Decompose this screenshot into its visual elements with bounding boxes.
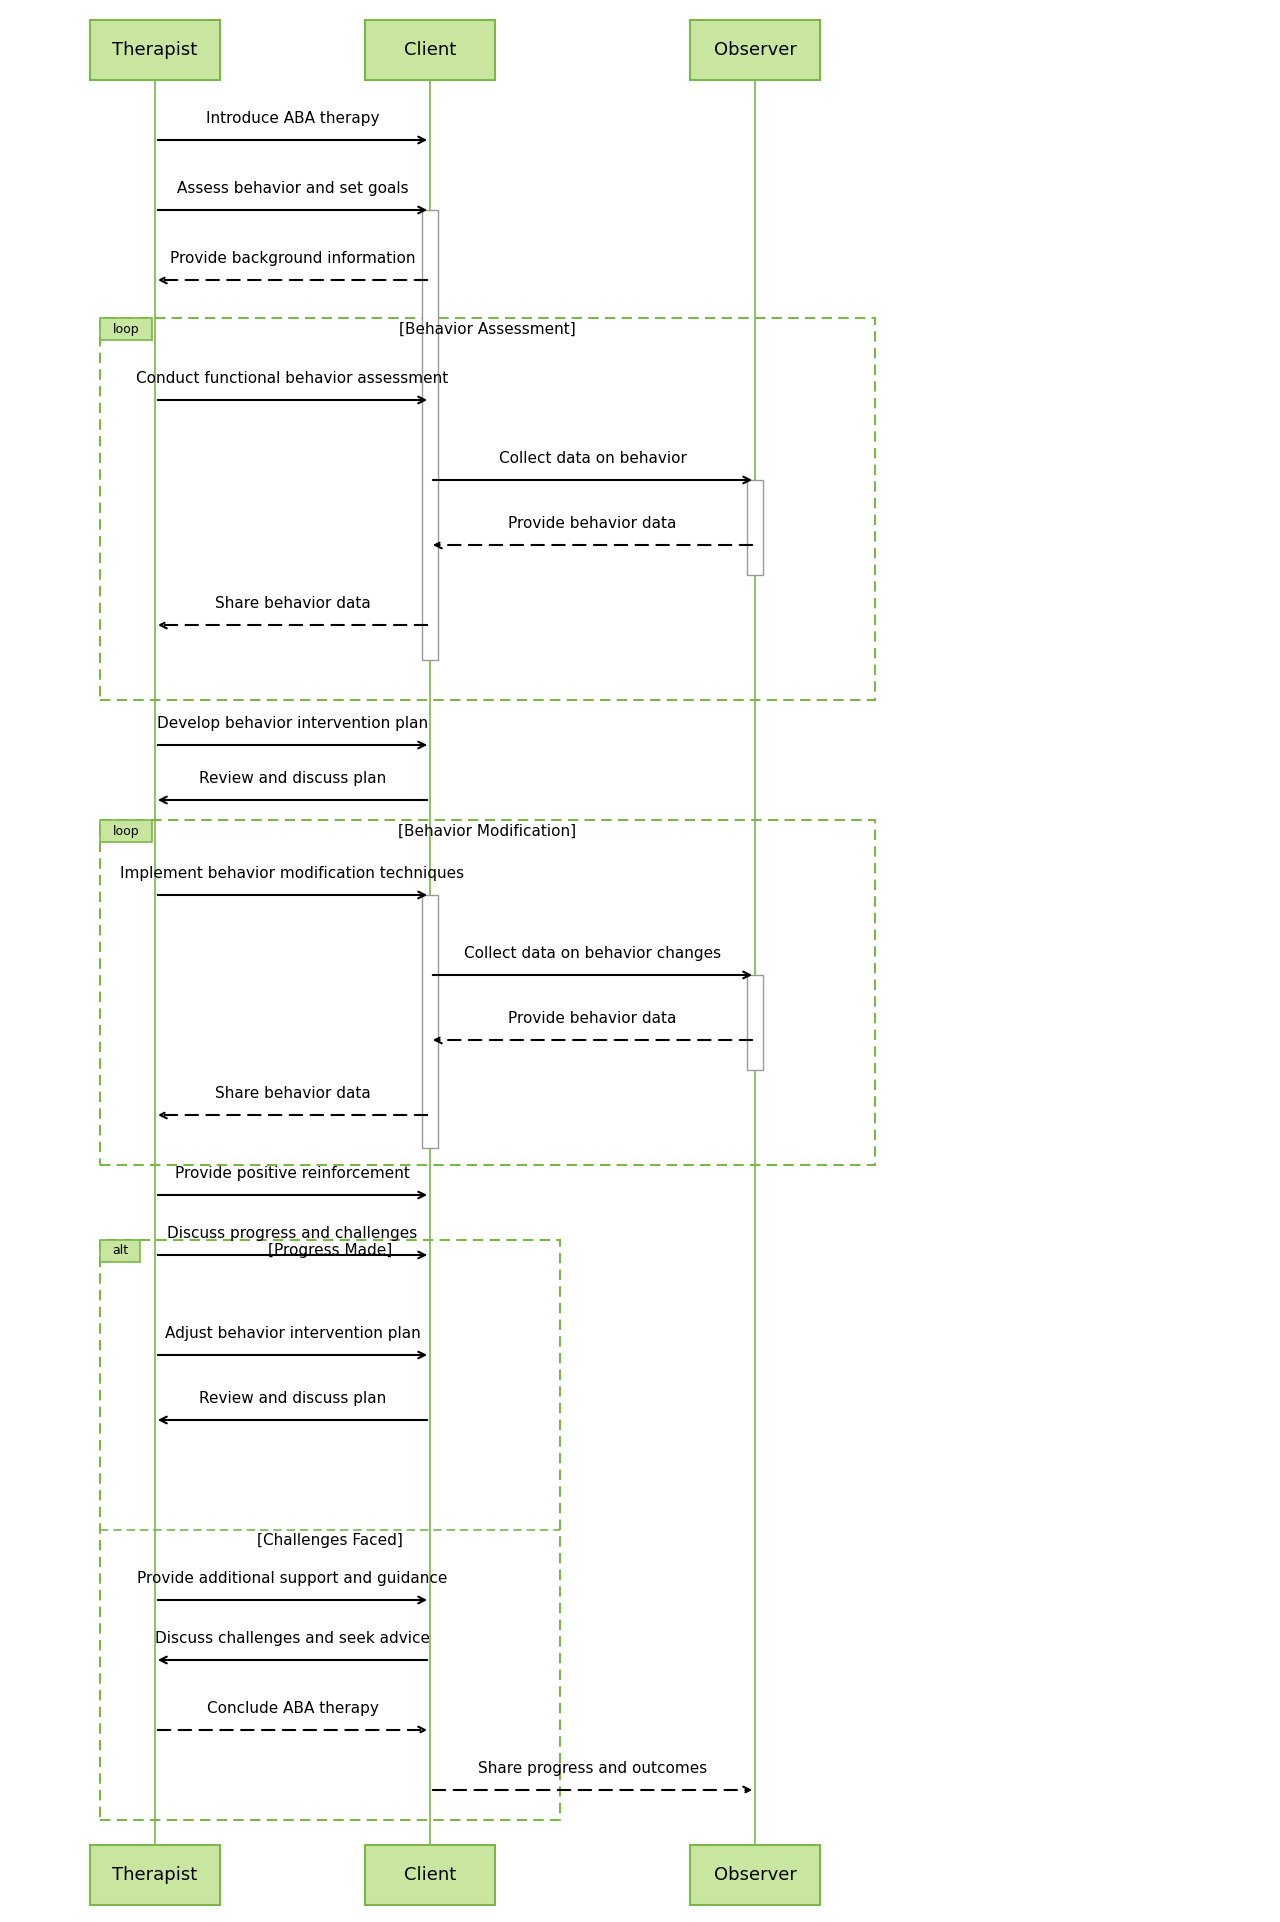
- Text: Conduct functional behavior assessment: Conduct functional behavior assessment: [137, 371, 448, 386]
- FancyBboxPatch shape: [100, 821, 152, 842]
- Bar: [422, 896, 438, 1147]
- Text: Introduce ABA therapy: Introduce ABA therapy: [206, 111, 379, 127]
- Bar: [422, 209, 438, 659]
- Text: [Behavior Assessment]: [Behavior Assessment]: [399, 321, 576, 336]
- FancyBboxPatch shape: [90, 19, 220, 81]
- FancyBboxPatch shape: [365, 19, 495, 81]
- Text: [Behavior Modification]: [Behavior Modification]: [398, 823, 576, 838]
- Text: Collect data on behavior changes: Collect data on behavior changes: [463, 946, 721, 961]
- Text: loop: loop: [113, 323, 140, 336]
- Text: Implement behavior modification techniques: Implement behavior modification techniqu…: [120, 867, 465, 880]
- Text: Conclude ABA therapy: Conclude ABA therapy: [206, 1701, 379, 1716]
- Text: Share progress and outcomes: Share progress and outcomes: [477, 1761, 707, 1776]
- FancyBboxPatch shape: [690, 19, 820, 81]
- Text: Client: Client: [404, 40, 456, 60]
- Text: Provide behavior data: Provide behavior data: [508, 1011, 677, 1026]
- FancyBboxPatch shape: [90, 1845, 220, 1905]
- FancyBboxPatch shape: [100, 1240, 140, 1263]
- Text: Discuss challenges and seek advice: Discuss challenges and seek advice: [155, 1632, 430, 1645]
- Text: Client: Client: [404, 1866, 456, 1884]
- FancyBboxPatch shape: [100, 317, 152, 340]
- Text: Therapist: Therapist: [113, 40, 197, 60]
- Text: Assess behavior and set goals: Assess behavior and set goals: [177, 181, 408, 196]
- FancyBboxPatch shape: [365, 1845, 495, 1905]
- Text: Share behavior data: Share behavior data: [215, 1086, 370, 1101]
- Text: Provide additional support and guidance: Provide additional support and guidance: [137, 1570, 448, 1586]
- Bar: [748, 974, 763, 1071]
- Text: Discuss progress and challenges: Discuss progress and challenges: [168, 1226, 417, 1242]
- FancyBboxPatch shape: [690, 1845, 820, 1905]
- Text: Develop behavior intervention plan: Develop behavior intervention plan: [157, 717, 428, 730]
- Text: [Progress Made]: [Progress Made]: [268, 1244, 392, 1259]
- Text: Therapist: Therapist: [113, 1866, 197, 1884]
- Text: Share behavior data: Share behavior data: [215, 596, 370, 611]
- Text: alt: alt: [111, 1245, 128, 1257]
- Text: Review and discuss plan: Review and discuss plan: [198, 1392, 387, 1407]
- Text: Provide behavior data: Provide behavior data: [508, 515, 677, 530]
- Text: Provide background information: Provide background information: [170, 252, 415, 265]
- Text: loop: loop: [113, 825, 140, 838]
- Bar: [100, 317, 876, 700]
- Bar: [100, 1240, 561, 1820]
- Text: Review and discuss plan: Review and discuss plan: [198, 771, 387, 786]
- Bar: [100, 821, 876, 1165]
- Text: Collect data on behavior: Collect data on behavior: [499, 452, 686, 465]
- Text: Provide positive reinforcement: Provide positive reinforcement: [175, 1167, 410, 1180]
- Text: Adjust behavior intervention plan: Adjust behavior intervention plan: [165, 1326, 420, 1342]
- Text: [Challenges Faced]: [Challenges Faced]: [257, 1534, 403, 1549]
- Text: Observer: Observer: [713, 1866, 796, 1884]
- Text: Observer: Observer: [713, 40, 796, 60]
- Bar: [748, 480, 763, 575]
